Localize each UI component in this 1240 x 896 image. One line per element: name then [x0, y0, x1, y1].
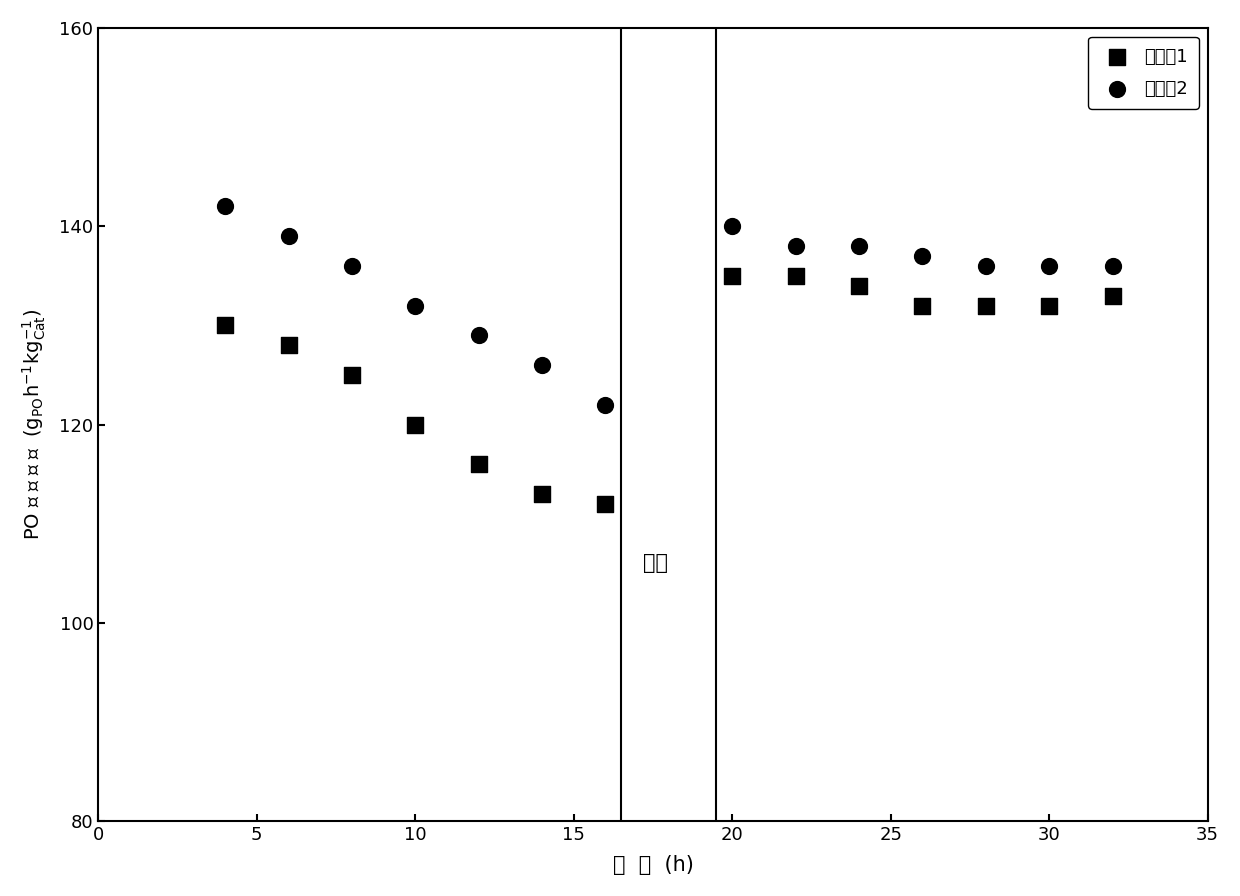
Point	[786, 269, 806, 283]
Text: 再生: 再生	[644, 554, 668, 573]
实施例1	[216, 318, 236, 332]
实施例2	[405, 298, 425, 313]
Point	[1102, 259, 1122, 273]
实施例1	[279, 338, 299, 352]
Point	[976, 259, 996, 273]
Legend: 实施例1, 实施例2: 实施例1, 实施例2	[1087, 37, 1199, 109]
实施例2	[532, 358, 552, 372]
Point	[913, 298, 932, 313]
Point	[723, 219, 743, 233]
实施例2	[342, 259, 362, 273]
实施例1	[469, 457, 489, 471]
Point	[849, 279, 869, 293]
实施例2	[595, 398, 615, 412]
Point	[849, 239, 869, 254]
Point	[976, 298, 996, 313]
实施例1	[532, 487, 552, 501]
实施例1	[342, 367, 362, 382]
实施例2	[469, 328, 489, 342]
实施例2	[216, 199, 236, 213]
实施例1	[405, 418, 425, 432]
Point	[1039, 298, 1059, 313]
Point	[913, 249, 932, 263]
实施例2	[279, 228, 299, 243]
实施例1	[595, 496, 615, 511]
Point	[786, 239, 806, 254]
Point	[1102, 289, 1122, 303]
X-axis label: 时  间  (h): 时 间 (h)	[613, 855, 693, 875]
Point	[1039, 259, 1059, 273]
Point	[723, 269, 743, 283]
Y-axis label: PO 生 成 速 率  ($\mathregular{g_{PO}h^{-1}kg_{Cat}^{-1}}$): PO 生 成 速 率 ($\mathregular{g_{PO}h^{-1}kg…	[21, 308, 48, 540]
